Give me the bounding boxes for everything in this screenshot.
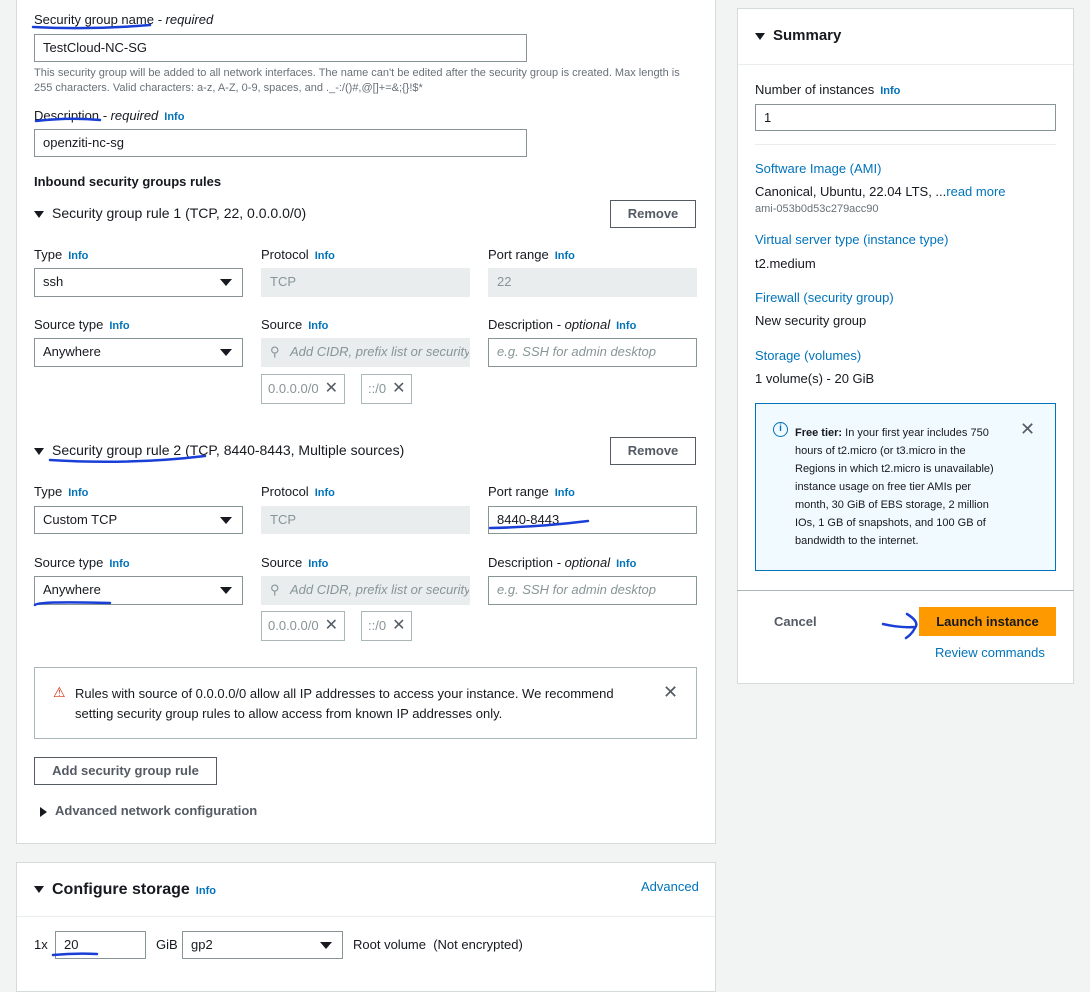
read-more-link[interactable]: read more <box>946 184 1006 199</box>
rule-1-header[interactable]: Security group rule 1 (TCP, 22, 0.0.0.0/… <box>34 205 306 221</box>
instance-type-value: t2.medium <box>755 256 816 271</box>
caret-down-icon <box>34 886 44 894</box>
ami-value: Canonical, Ubuntu, 22.04 LTS, ...read mo… <box>755 184 1006 199</box>
sg-name-help: This security group will be added to all… <box>34 67 680 94</box>
launch-instance-button[interactable]: Launch instance <box>919 607 1056 636</box>
close-icon[interactable]: ✕ <box>324 380 339 397</box>
warning-icon: ⚠ <box>53 684 66 700</box>
search-icon: ⚲ <box>270 344 280 359</box>
info-link[interactable]: Info <box>68 250 89 262</box>
instances-label: Number of instances Info <box>755 82 901 97</box>
source-token: ::/0 ✕ <box>361 611 413 641</box>
rule-1-source-type-select[interactable]: Anywhere <box>34 338 243 367</box>
rule-2-header[interactable]: Security group rule 2 (TCP, 8440-8443, M… <box>34 442 404 458</box>
rule-2-source-input[interactable]: ⚲ Add CIDR, prefix list or security <box>261 576 470 605</box>
remove-rule-2-button[interactable]: Remove <box>610 437 696 465</box>
info-link[interactable]: Info <box>880 85 901 97</box>
free-tier-text: Free tier: In your first year includes 7… <box>795 427 994 547</box>
search-icon: ⚲ <box>270 582 280 597</box>
cancel-button[interactable]: Cancel <box>774 614 817 629</box>
configure-storage-panel <box>16 862 716 992</box>
firewall-link[interactable]: Firewall (security group) <box>755 290 894 305</box>
annotation-underline <box>51 952 99 957</box>
ami-id: ami-053b0d53c279acc90 <box>755 203 879 215</box>
rule-2-description-input[interactable]: e.g. SSH for admin desktop <box>488 576 697 605</box>
volume-type-select[interactable]: gp2 <box>182 931 343 959</box>
storage-header[interactable]: Configure storage Info <box>34 881 216 899</box>
storage-link[interactable]: Storage (volumes) <box>755 348 862 363</box>
rule-2-type-select[interactable]: Custom TCP <box>34 506 243 534</box>
advanced-link[interactable]: Advanced <box>641 879 699 894</box>
rule-1-port-range: 22 <box>488 268 697 297</box>
ami-link[interactable]: Software Image (AMI) <box>755 161 882 176</box>
info-circle-icon: i <box>773 422 788 437</box>
annotation-underline <box>33 601 112 607</box>
annotation-underline <box>488 519 590 530</box>
info-link[interactable]: Info <box>308 558 329 570</box>
rule-2-port-range-input[interactable]: 8440-8443 <box>488 506 697 534</box>
caret-down-icon <box>755 32 765 40</box>
free-tier-alert: i Free tier: In your first year includes… <box>755 403 1056 571</box>
info-link[interactable]: Info <box>554 250 575 262</box>
rule-1-type-select[interactable]: ssh <box>34 268 243 297</box>
annotation-underline <box>34 117 102 123</box>
annotation-arrow <box>881 612 918 640</box>
firewall-value: New security group <box>755 313 867 328</box>
remove-rule-1-button[interactable]: Remove <box>610 200 696 228</box>
storage-count: 1x <box>34 937 48 952</box>
caret-down-icon <box>34 447 44 455</box>
advanced-network-toggle[interactable]: Advanced network configuration <box>40 803 257 818</box>
close-icon[interactable]: ✕ <box>392 617 406 634</box>
description-input[interactable]: openziti-nc-sg <box>34 129 527 157</box>
instance-type-link[interactable]: Virtual server type (instance type) <box>755 232 949 247</box>
info-link[interactable]: Info <box>195 885 216 897</box>
sg-name-label: Security group name - required <box>34 12 214 27</box>
rule-1-description-input[interactable]: e.g. SSH for admin desktop <box>488 338 697 367</box>
source-token: 0.0.0.0/0 ✕ <box>261 374 346 404</box>
source-token: ::/0 ✕ <box>361 374 413 404</box>
annotation-underline <box>31 23 152 30</box>
root-volume-label: Root volume (Not encrypted) <box>353 937 523 952</box>
source-token: 0.0.0.0/0 ✕ <box>261 611 346 641</box>
instances-input[interactable]: 1 <box>755 104 1056 131</box>
rule-2-protocol: TCP <box>261 506 470 534</box>
close-icon[interactable]: ✕ <box>324 617 339 634</box>
info-link[interactable]: Info <box>68 487 89 499</box>
storage-unit: GiB <box>156 937 178 952</box>
close-icon[interactable]: ✕ <box>392 380 406 397</box>
caret-down-icon <box>34 210 44 218</box>
summary-header[interactable]: Summary <box>755 27 841 44</box>
close-icon[interactable]: ✕ <box>1020 419 1036 439</box>
rule-1-protocol: TCP <box>261 268 470 297</box>
info-link[interactable]: Info <box>314 250 335 262</box>
add-security-group-rule-button[interactable]: Add security group rule <box>34 757 217 785</box>
review-commands-link[interactable]: Review commands <box>935 645 1045 660</box>
info-link[interactable]: Info <box>109 558 130 570</box>
info-link[interactable]: Info <box>164 111 185 123</box>
rule-1-source-input[interactable]: ⚲ Add CIDR, prefix list or security <box>261 338 470 367</box>
warning-text: Rules with source of 0.0.0.0/0 allow all… <box>75 686 614 721</box>
annotation-underline <box>48 454 207 464</box>
info-link[interactable]: Info <box>554 487 575 499</box>
info-link[interactable]: Info <box>109 320 130 332</box>
caret-right-icon <box>40 806 47 817</box>
info-link[interactable]: Info <box>308 320 329 332</box>
info-link[interactable]: Info <box>314 487 335 499</box>
storage-value: 1 volume(s) - 20 GiB <box>755 371 875 386</box>
inbound-title: Inbound security groups rules <box>34 174 222 189</box>
sg-name-input[interactable]: TestCloud-NC-SG <box>34 34 527 62</box>
info-link[interactable]: Info <box>616 558 637 570</box>
close-icon[interactable]: ✕ <box>663 682 679 702</box>
rule-2-source-type-select[interactable]: Anywhere <box>34 576 243 605</box>
warning-alert: ⚠ Rules with source of 0.0.0.0/0 allow a… <box>34 667 697 739</box>
info-link[interactable]: Info <box>616 320 637 332</box>
